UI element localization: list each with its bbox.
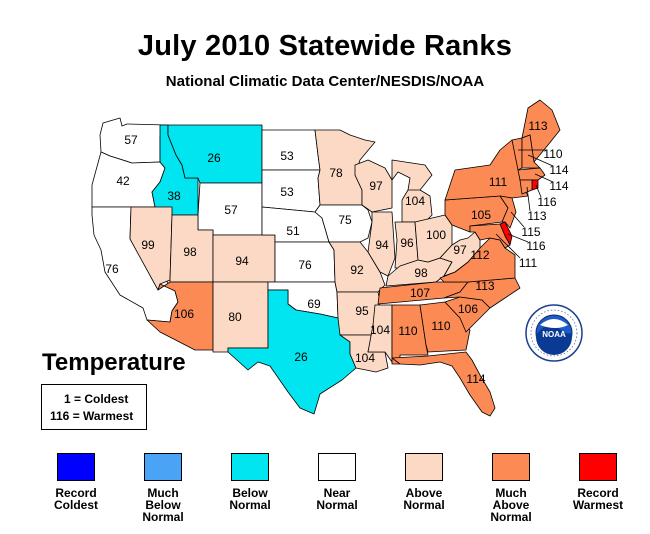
rank-label-ct: 113 <box>527 209 546 223</box>
state-il <box>367 211 396 277</box>
rank-key-coldest: 1 = Coldest <box>64 392 129 406</box>
state-ct <box>519 179 533 195</box>
noaa-logo: NOAA <box>525 304 583 362</box>
legend-swatch <box>579 453 617 481</box>
legend-swatch <box>57 453 95 481</box>
rank-label-tn: 107 <box>410 286 430 300</box>
legend-item-below: Below Normal <box>205 453 295 511</box>
rank-label-ca: 76 <box>105 262 119 276</box>
rank-label-md: 111 <box>519 256 538 270</box>
state-mi <box>391 159 433 223</box>
legend-item-much-above: Much Above Normal <box>466 453 556 523</box>
state-wi <box>354 159 393 213</box>
map-subtitle: National Climatic Data Center/NESDIS/NOA… <box>165 73 485 90</box>
leader-line-nh <box>527 154 554 167</box>
legend-label: Below Normal <box>229 486 271 512</box>
rank-label-nv: 99 <box>141 238 155 252</box>
legend-swatch <box>144 453 182 481</box>
legend-label: Record Warmest <box>572 486 624 512</box>
rank-label-or: 42 <box>116 174 130 188</box>
variable-label: Temperature <box>42 349 186 376</box>
rank-label-wa: 57 <box>124 133 138 147</box>
rank-label-nc: 113 <box>475 279 494 293</box>
legend-label: Record Coldest <box>53 486 98 512</box>
leader-line-de <box>507 233 529 243</box>
rank-label-ia: 75 <box>338 213 352 227</box>
rank-key-warmest: 116 = Warmest <box>50 409 134 423</box>
rank-label-ma: 114 <box>549 179 568 193</box>
rank-label-sc: 106 <box>458 302 478 316</box>
rank-label-ri: 116 <box>537 195 556 209</box>
legend-item-much-below: Much Below Normal <box>118 453 208 523</box>
rank-label-il: 94 <box>375 238 389 252</box>
rank-label-vt: 110 <box>543 147 562 161</box>
legend-swatch <box>405 453 443 481</box>
rank-label-nm: 80 <box>228 310 242 324</box>
rank-label-mt: 26 <box>207 151 221 165</box>
rank-label-ut: 98 <box>183 245 197 259</box>
legend-item-near: Near Normal <box>292 453 382 511</box>
leader-line-ri <box>535 184 542 198</box>
legend-swatch <box>492 453 530 481</box>
legend-label: Near Normal <box>316 486 358 512</box>
rank-label-in: 96 <box>400 236 414 250</box>
rank-label-fl: 114 <box>466 372 485 386</box>
rank-label-la: 104 <box>355 351 375 365</box>
rank-label-ks: 76 <box>298 258 312 272</box>
rank-label-mn: 78 <box>329 166 343 180</box>
rank-label-az: 106 <box>174 307 194 321</box>
leader-line-ma <box>534 173 554 183</box>
rank-label-wy: 57 <box>224 203 238 217</box>
state-ma <box>517 167 546 181</box>
state-fl <box>391 351 496 417</box>
rank-label-mi: 104 <box>405 194 425 208</box>
rank-label-pa: 105 <box>471 208 491 222</box>
state-nc <box>443 277 521 309</box>
rank-label-ga: 110 <box>431 319 450 333</box>
rank-label-de: 116 <box>526 239 545 253</box>
legend-item-above: Above Normal <box>379 453 469 511</box>
legend-label: Much Above Normal <box>490 486 532 524</box>
state-nj <box>499 195 517 229</box>
rank-label-nj: 115 <box>521 225 540 239</box>
rank-label-ms: 104 <box>370 323 390 337</box>
rank-label-co: 94 <box>235 254 249 268</box>
legend-swatch <box>231 453 269 481</box>
rank-label-al: 110 <box>398 324 417 338</box>
state-nv <box>129 206 173 291</box>
legend-label: Much Below Normal <box>142 486 184 524</box>
leader-line-md <box>495 233 521 259</box>
rank-label-ar: 95 <box>355 304 369 318</box>
legend-item-record-coldest: Record Coldest <box>31 453 121 511</box>
rank-label-wv: 97 <box>453 243 467 257</box>
rank-label-va: 112 <box>470 248 489 262</box>
state-nh <box>521 134 541 169</box>
rank-label-sd: 53 <box>280 185 294 199</box>
rank-label-ky: 98 <box>414 266 428 280</box>
rank-label-mo: 92 <box>350 263 364 277</box>
legend-item-record-warmest: Record Warmest <box>553 453 643 511</box>
noaa-logo-text: NOAA <box>542 330 566 339</box>
state-tx <box>227 289 357 415</box>
rank-key: 1 = Coldest 116 = Warmest <box>41 384 147 430</box>
rank-label-ny: 111 <box>489 175 508 189</box>
rank-label-id: 38 <box>167 189 181 203</box>
state-md <box>469 223 511 249</box>
state-wv <box>439 231 481 277</box>
rank-label-ne: 51 <box>286 224 300 238</box>
rank-label-wi: 97 <box>369 179 383 193</box>
rank-label-me: 113 <box>528 119 547 133</box>
rank-label-tx: 26 <box>294 350 308 364</box>
legend-swatch <box>318 453 356 481</box>
rank-label-ok: 69 <box>307 297 321 311</box>
leader-line-ct <box>526 186 531 212</box>
rank-label-nh: 114 <box>549 163 568 177</box>
rank-label-oh: 100 <box>426 228 446 242</box>
rank-label-nd: 53 <box>280 149 294 163</box>
legend-label: Above Normal <box>403 486 445 512</box>
leader-line-nj <box>510 211 525 228</box>
map-title: July 2010 Statewide Ranks <box>137 30 513 62</box>
